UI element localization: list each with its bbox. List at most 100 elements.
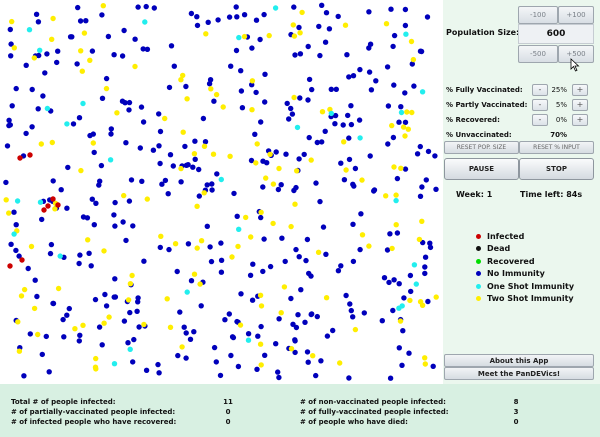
two-shot-dot: [38, 141, 44, 147]
legend-item-dead: Dead: [476, 243, 574, 256]
no-immunity-dot: [292, 52, 298, 58]
population-plus-500-button[interactable]: +500: [558, 45, 594, 63]
no-immunity-dot: [99, 95, 106, 102]
no-immunity-dot: [347, 301, 353, 307]
no-immunity-dot: [323, 10, 330, 16]
partly-vaccinated-plus-button[interactable]: +: [572, 99, 588, 111]
population-size-value: 600: [518, 24, 594, 44]
no-immunity-dot: [291, 4, 297, 10]
partly-vaccinated-minus-button[interactable]: -: [532, 99, 548, 111]
no-immunity-dot: [34, 293, 40, 300]
two-shot-dot: [270, 220, 276, 227]
no-immunity-dot: [42, 70, 48, 76]
two-shot-dot: [3, 197, 9, 203]
population-minus-500-button[interactable]: -500: [518, 45, 558, 63]
no-immunity-dot: [427, 240, 433, 246]
infected-recovered-label: # of infected people who have recovered:: [11, 418, 177, 426]
no-immunity-dot: [297, 51, 304, 57]
about-app-button[interactable]: About this App: [444, 354, 594, 367]
two-shot-dot: [248, 234, 254, 240]
no-immunity-dot: [402, 6, 409, 13]
reset-percent-input-button[interactable]: RESET % INPUT: [519, 141, 594, 154]
no-immunity-dot: [93, 200, 99, 206]
no-immunity-dot: [357, 246, 363, 253]
no-immunity-dot: [132, 36, 138, 42]
no-immunity-dot: [317, 52, 323, 59]
no-immunity-dot: [202, 139, 209, 145]
no-immunity-dot: [262, 71, 268, 78]
total-infected-value: 11: [223, 398, 233, 406]
no-immunity-dot: [346, 375, 352, 381]
two-shot-dot: [323, 295, 330, 301]
infected-dot-icon: [476, 233, 481, 239]
recovered-minus-button[interactable]: -: [532, 114, 548, 126]
deaths-value: 0: [513, 418, 519, 426]
no-immunity-dot: [55, 48, 61, 54]
two-shot-dot: [398, 165, 404, 171]
no-immunity-dot: [226, 14, 233, 20]
no-immunity-dot: [422, 264, 428, 270]
no-immunity-dot: [67, 34, 74, 40]
fully-vaccinated-minus-button[interactable]: -: [532, 84, 548, 96]
recovered-label: % Recovered:: [446, 116, 500, 124]
reset-pop-size-button[interactable]: RESET POP. SIZE: [444, 141, 519, 154]
unvaccinated-label: % Unvaccinated:: [446, 131, 512, 139]
no-immunity-dot: [366, 45, 372, 51]
two-shot-dot: [198, 238, 205, 244]
two-shot-dot: [389, 245, 395, 252]
stop-button[interactable]: STOP: [519, 158, 594, 180]
no-immunity-dot: [108, 131, 114, 137]
two-shot-dot: [80, 322, 86, 328]
infected-dot: [50, 196, 56, 202]
no-immunity-dot: [99, 12, 105, 18]
no-immunity-dot: [200, 115, 207, 122]
no-immunity-dot: [406, 350, 412, 356]
one-shot-dot: [184, 289, 190, 295]
fully-vaccinated-infected-label: # of fully-vaccinated people infected:: [300, 408, 449, 416]
two-shot-dot: [229, 254, 235, 260]
no-immunity-dot: [89, 196, 96, 202]
no-immunity-dot: [255, 333, 261, 339]
no-immunity-dot: [8, 41, 14, 47]
two-shot-dot: [132, 63, 138, 70]
no-immunity-dot: [306, 76, 313, 83]
recovered-dot-icon: [476, 258, 481, 264]
no-immunity-dot: [386, 279, 392, 286]
pause-button[interactable]: PAUSE: [444, 158, 519, 180]
no-immunity-dot: [296, 24, 302, 31]
meet-pandevics-button[interactable]: Meet the PanDEVics!: [444, 367, 594, 380]
no-immunity-dot: [33, 11, 40, 17]
no-immunity-dot: [23, 130, 29, 137]
no-immunity-dot: [371, 188, 377, 194]
two-shot-dot: [72, 326, 78, 332]
no-immunity-dot: [140, 46, 146, 52]
two-shot-dot: [194, 245, 200, 251]
two-shot-dot: [213, 91, 220, 98]
legend-label: Infected: [487, 231, 525, 241]
no-immunity-dot: [86, 250, 92, 256]
two-shot-dot: [127, 281, 134, 287]
no-immunity-dot: [183, 330, 189, 336]
population-plus-100-button[interactable]: +100: [558, 6, 594, 24]
one-shot-dot: [411, 262, 418, 268]
two-shot-dot: [249, 78, 256, 84]
no-immunity-dot: [296, 254, 302, 260]
no-immunity-dot: [402, 166, 409, 172]
no-immunity-dot: [318, 358, 324, 364]
no-immunity-dot: [314, 139, 320, 146]
fully-vaccinated-plus-button[interactable]: +: [572, 84, 588, 96]
one-shot-dot: [413, 281, 419, 287]
population-minus-100-button[interactable]: -100: [518, 6, 558, 24]
no-immunity-dot: [301, 151, 307, 158]
no-immunity-dot: [284, 100, 290, 107]
no-immunity-dot: [16, 253, 22, 259]
recovered-plus-button[interactable]: +: [572, 114, 588, 126]
two-shot-dot: [49, 139, 55, 146]
one-shot-dot: [142, 19, 148, 25]
two-shot-dot: [315, 249, 322, 255]
no-immunity-dot: [119, 98, 126, 104]
simulation-canvas: [0, 0, 443, 384]
no-immunity-dot: [333, 86, 339, 93]
no-immunity-dot: [302, 319, 308, 325]
no-immunity-dot: [112, 199, 118, 206]
